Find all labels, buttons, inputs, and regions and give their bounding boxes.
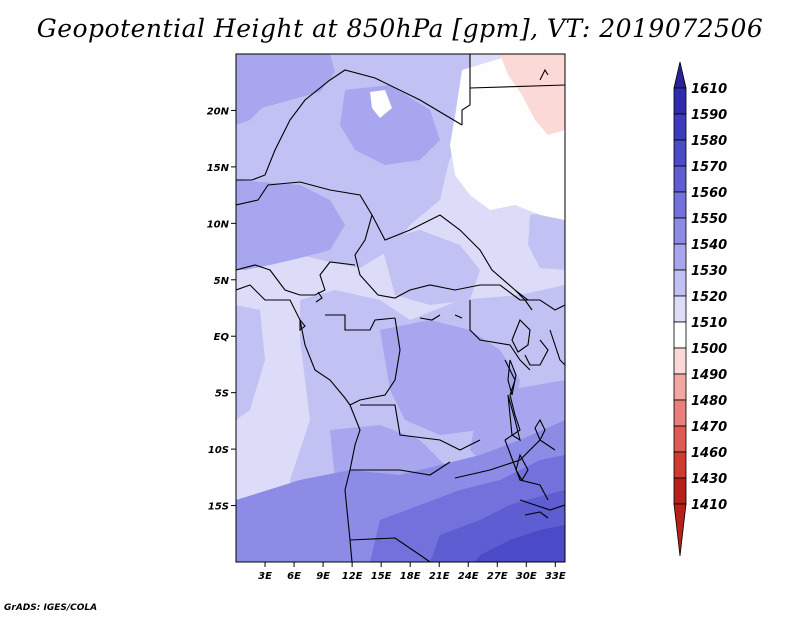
axes: 3E 6E 9E 12E 15E 18E 21E 24E 27E 30E 33E 20N 15N 10N 5… (207, 106, 566, 582)
colorbar-label: 1500 (691, 342, 727, 357)
colorbar-bottom-arrow (673, 503, 687, 557)
y-tick-label: 5N (214, 276, 230, 287)
contour-region (370, 90, 392, 118)
y-tick-label: 10S (208, 445, 229, 456)
y-tick-label: 10N (207, 219, 230, 230)
colorbar-label: 1610 (691, 82, 727, 97)
y-tick-label: 15S (208, 502, 229, 513)
colorbar-swatch (673, 165, 687, 193)
colorbar-label: 1570 (691, 160, 727, 175)
colorbar-label: 1510 (691, 316, 727, 331)
y-tick-label: EQ (214, 332, 230, 343)
x-tick-label: 9E (316, 571, 330, 582)
colorbar-label: 1470 (691, 420, 727, 435)
plot-frame (235, 53, 566, 563)
colorbar-swatch (673, 451, 687, 479)
colorbar-label: 1550 (691, 212, 727, 227)
lakes (299, 291, 549, 519)
colorbar-swatch (673, 87, 687, 115)
x-tick-label: 15E (371, 571, 392, 582)
colorbar-label: 1580 (691, 134, 727, 149)
x-tick-label: 21E (429, 571, 450, 582)
colorbar-swatch (673, 139, 687, 167)
contour-region (528, 210, 565, 270)
contour-region (340, 85, 440, 165)
colorbar-label: 1590 (691, 108, 727, 123)
colorbar-swatch (673, 373, 687, 401)
contour-region (500, 54, 565, 135)
colorbar-swatch (673, 191, 687, 219)
colorbar-label: 1540 (691, 238, 727, 253)
contour-region (236, 305, 265, 420)
colorbar-swatch (673, 477, 687, 505)
contour-region (236, 180, 345, 270)
colorbar-swatch (673, 347, 687, 375)
colorbar-label: 1490 (691, 368, 727, 383)
colorbar: 1610 1590 1580 1570 1560 1550 1540 1530 1520 1510… (673, 61, 727, 557)
colorbar-label: 1460 (691, 446, 727, 461)
colorbar-swatch (673, 425, 687, 453)
colorbar-swatch (673, 243, 687, 271)
colorbar-label: 1410 (691, 498, 727, 513)
chart-title: Geopotential Height at 850hPa [gpm], VT:… (36, 14, 764, 43)
colorbar-swatch (673, 399, 687, 427)
colorbar-label: 1480 (691, 394, 727, 409)
contour-region (380, 230, 480, 305)
colorbar-swatch (673, 217, 687, 245)
contour-region (236, 54, 335, 125)
y-tick-label: 20N (207, 106, 230, 117)
colorbar-swatch (673, 113, 687, 141)
y-tick-label: 5S (215, 389, 229, 400)
x-tick-label: 18E (400, 571, 421, 582)
colorbar-label: 1560 (691, 186, 727, 201)
x-tick-label: 12E (342, 571, 363, 582)
colorbar-top-arrow (673, 61, 687, 89)
x-tick-label: 27E (487, 571, 508, 582)
colorbar-label: 1520 (691, 290, 727, 305)
map-field (236, 54, 565, 562)
colorbar-swatch (673, 321, 687, 349)
colorbar-swatch (673, 295, 687, 323)
x-tick-label: 3E (258, 571, 272, 582)
colorbar-label: 1430 (691, 472, 727, 487)
colorbar-label: 1530 (691, 264, 727, 279)
colorbar-swatch (673, 269, 687, 297)
x-tick-label: 24E (458, 571, 479, 582)
x-tick-label: 33E (545, 571, 566, 582)
y-tick-label: 15N (207, 163, 230, 174)
grads-credit: GrADS: IGES/COLA (4, 603, 98, 613)
country-borders (236, 54, 565, 562)
x-tick-label: 6E (287, 571, 301, 582)
x-tick-label: 30E (516, 571, 537, 582)
contour-region (475, 525, 565, 562)
